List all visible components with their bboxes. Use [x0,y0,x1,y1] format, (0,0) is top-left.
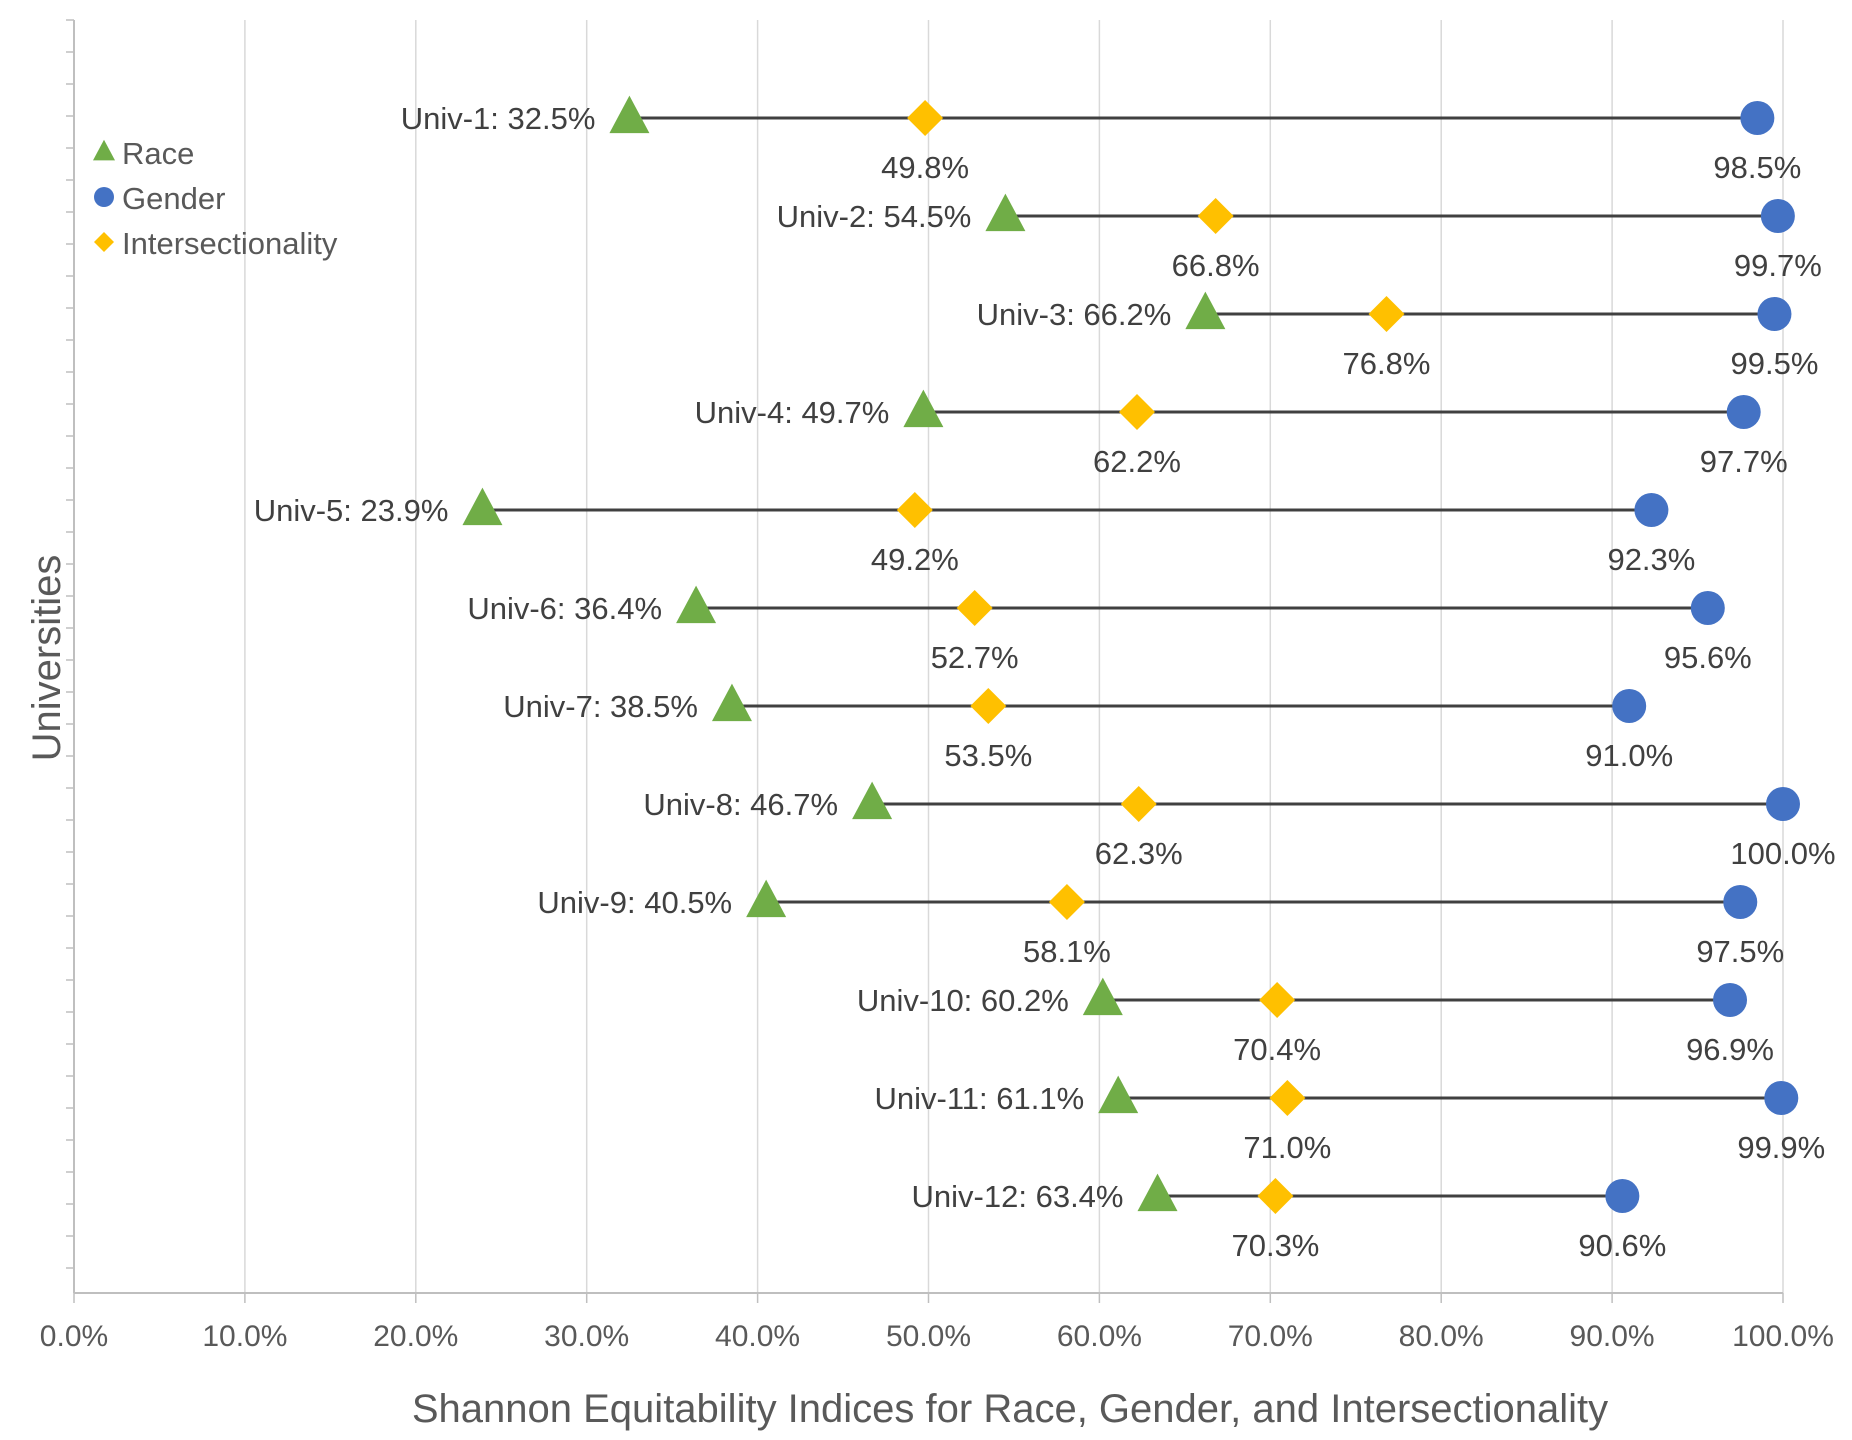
legend-race-icon [93,139,115,161]
gender-marker [1764,1081,1799,1115]
x-tick-label: 100.0% [1732,1320,1834,1353]
intersectionality-value-label: 66.8% [1172,248,1260,283]
race-value-label: Univ-3: 66.2% [977,297,1172,332]
race-value-label: Univ-11: 61.1% [875,1081,1085,1116]
race-value-label: Univ-7: 38.5% [503,689,698,724]
intersectionality-marker [1269,1080,1306,1116]
intersectionality-marker [1197,198,1234,234]
x-tick-label: 60.0% [1057,1320,1142,1353]
legend-label: Race [122,136,194,171]
intersectionality-marker [1120,786,1157,822]
intersectionality-value-label: 70.4% [1233,1032,1321,1067]
intersectionality-value-label: 53.5% [944,738,1032,773]
intersectionality-value-label: 49.8% [881,150,969,185]
gender-value-label: 100.0% [1730,836,1835,871]
gender-marker [1713,983,1748,1017]
intersectionality-value-label: 52.7% [931,640,1019,675]
gender-value-label: 99.7% [1734,248,1822,283]
race-marker [1137,1173,1178,1212]
race-value-label: Univ-12: 63.4% [912,1179,1124,1214]
data-labels: Univ-1: 32.5% 49.8% 98.5% Univ-2: 54.5% 66.8… [254,101,1836,1263]
gender-marker [1740,101,1775,135]
gender-marker [1690,591,1725,625]
intersectionality-marker [1048,884,1085,920]
race-value-label: Univ-1: 32.5% [401,101,596,136]
gender-value-label: 92.3% [1607,542,1695,577]
x-tick-label: 90.0% [1570,1320,1655,1353]
gender-value-label: 97.7% [1700,444,1788,479]
x-tick-label: 30.0% [544,1320,629,1353]
gender-marker [1766,787,1800,821]
legend: Race Gender Intersectionality [93,136,338,261]
gender-marker [1726,395,1761,429]
legend-gender-icon [94,187,114,207]
intersectionality-marker [1118,394,1155,430]
race-marker [852,781,893,820]
gender-value-label: 95.6% [1664,640,1752,675]
gender-value-label: 98.5% [1713,150,1801,185]
race-value-label: Univ-4: 49.7% [695,395,890,430]
gender-value-label: 97.5% [1696,934,1784,969]
race-value-label: Univ-10: 60.2% [857,983,1069,1018]
x-tick-label: 50.0% [886,1320,971,1353]
gridlines [244,20,1784,1293]
race-marker [903,389,944,428]
gender-marker [1605,1179,1640,1213]
gender-marker [1760,199,1795,233]
race-marker [1185,291,1226,330]
race-marker [1098,1075,1139,1114]
y-axis-title: Universities [25,555,69,762]
x-tick-label: 40.0% [715,1320,800,1353]
race-marker [462,487,503,526]
race-value-label: Univ-9: 40.5% [537,885,732,920]
intersectionality-value-label: 76.8% [1343,346,1431,381]
gender-value-label: 99.5% [1731,346,1819,381]
x-axis-title: Shannon Equitability Indices for Race, G… [412,1387,1608,1431]
x-tick-label: 70.0% [1228,1320,1313,1353]
intersectionality-value-label: 70.3% [1231,1228,1319,1263]
axes: 0.0% 10.0% 20.0% 30.0% 40.0% 50.0% 60.0% 70.0% 8… [40,19,1834,1353]
x-tick-label: 20.0% [373,1320,458,1353]
x-tick-label: 10.0% [202,1320,287,1353]
intersectionality-marker [1259,982,1296,1018]
legend-label: Intersectionality [122,226,338,261]
gender-value-label: 99.9% [1737,1130,1825,1165]
race-marker [1082,977,1123,1016]
intersectionality-marker [970,688,1007,724]
race-value-label: Univ-5: 23.9% [254,493,449,528]
race-value-label: Univ-6: 36.4% [467,591,662,626]
gender-marker [1634,493,1669,527]
x-tick-label: 0.0% [40,1320,108,1353]
legend-label: Gender [122,181,225,216]
intersectionality-marker [907,100,944,136]
connectors [482,116,1783,1198]
x-tick-label: 80.0% [1399,1320,1484,1353]
gender-marker [1612,689,1647,723]
gender-marker [1723,885,1758,919]
intersectionality-marker [896,492,933,528]
race-marker [676,585,717,624]
race-marker [711,683,752,722]
race-value-label: Univ-8: 46.7% [643,787,838,822]
gender-value-label: 96.9% [1686,1032,1774,1067]
legend-intersectionality-icon [94,232,114,252]
race-marker [985,193,1026,232]
data-markers [462,95,1800,1214]
intersectionality-value-label: 49.2% [871,542,959,577]
intersectionality-value-label: 58.1% [1023,934,1111,969]
intersectionality-value-label: 62.3% [1095,836,1183,871]
race-marker [609,95,650,134]
intersectionality-marker [1368,296,1405,332]
gender-value-label: 91.0% [1585,738,1673,773]
race-marker [746,879,787,918]
gender-marker [1757,297,1792,331]
intersectionality-marker [1257,1178,1294,1214]
intersectionality-marker [956,590,993,626]
race-value-label: Univ-2: 54.5% [777,199,972,234]
gender-value-label: 90.6% [1578,1228,1666,1263]
intersectionality-value-label: 71.0% [1243,1130,1331,1165]
intersectionality-value-label: 62.2% [1093,444,1181,479]
